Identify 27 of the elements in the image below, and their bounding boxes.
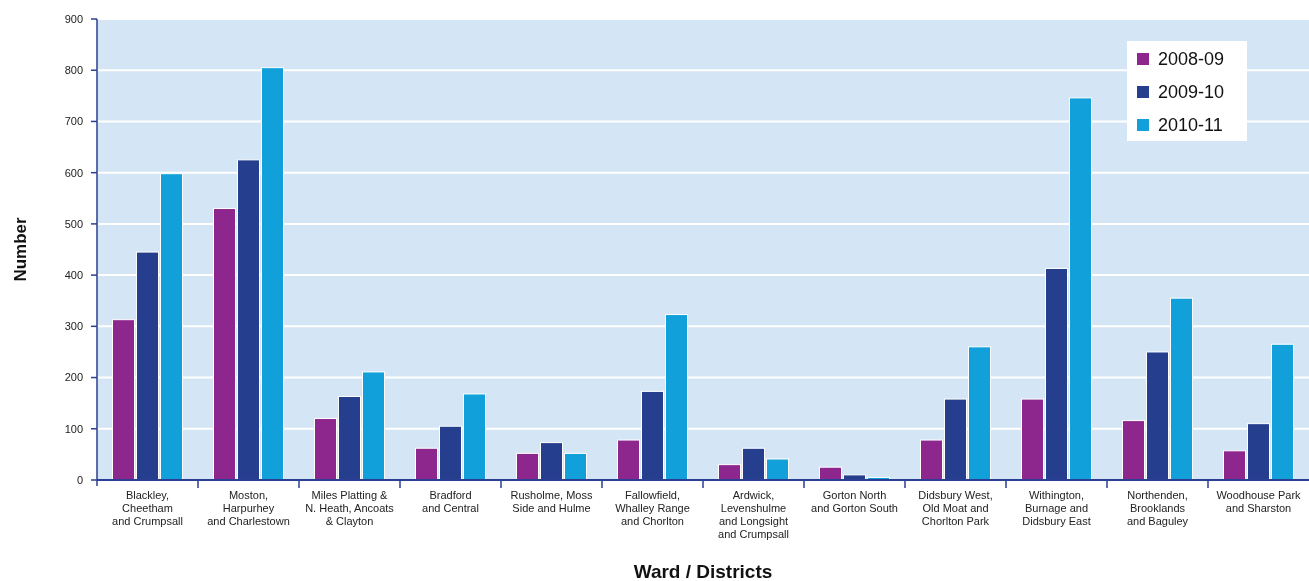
x-axis-title: Ward / Districts bbox=[633, 561, 773, 581]
x-tick-label: Blackley, Cheetham and Crumpsall bbox=[112, 489, 183, 527]
legend-label: 2009-10 bbox=[1158, 82, 1225, 103]
x-tick-label: Fallowfield, Whalley Range and Chorlton bbox=[615, 489, 690, 527]
x-tick-label: Withington, Burnage and Didsbury East bbox=[1022, 489, 1091, 527]
x-tick-label: Moston, Harpurhey and Charlestown bbox=[207, 489, 290, 527]
y-tick-label: 100 bbox=[64, 422, 83, 435]
y-tick-label: 800 bbox=[64, 64, 83, 77]
y-axis-title: Number bbox=[11, 217, 30, 282]
y-tick-label: 500 bbox=[64, 217, 83, 230]
x-tick-label: Rusholme, Moss Side and Hulme bbox=[510, 489, 593, 514]
legend-label: 2008-09 bbox=[1158, 49, 1225, 70]
y-tick-label: 0 bbox=[76, 473, 83, 486]
y-tick-label: 400 bbox=[64, 268, 83, 281]
y-tick-label: 900 bbox=[64, 12, 83, 25]
y-tick-label: 600 bbox=[64, 166, 83, 179]
y-tick-label: 300 bbox=[64, 320, 83, 333]
y-tick-label: 200 bbox=[64, 371, 83, 384]
y-tick-label: 700 bbox=[64, 115, 83, 128]
x-tick-label: Bradford and Central bbox=[422, 489, 479, 514]
x-tick-label: Ardwick, Levenshulme and Longsight and Crumpsall bbox=[718, 489, 789, 540]
x-tick-label: Northenden, Brooklands and Baguley bbox=[1126, 489, 1189, 527]
legend-label: 2010-11 bbox=[1158, 115, 1223, 136]
x-tick-label: Woodhouse Park and Sharston bbox=[1216, 489, 1302, 514]
x-tick-label: Didsbury West, Old Moat and Chorlton Park bbox=[918, 489, 993, 527]
x-tick-label: Gorton North and Gorton South bbox=[811, 489, 898, 514]
x-tick-label: Miles Platting & N. Heath, Ancoats & Clayton bbox=[305, 489, 395, 527]
